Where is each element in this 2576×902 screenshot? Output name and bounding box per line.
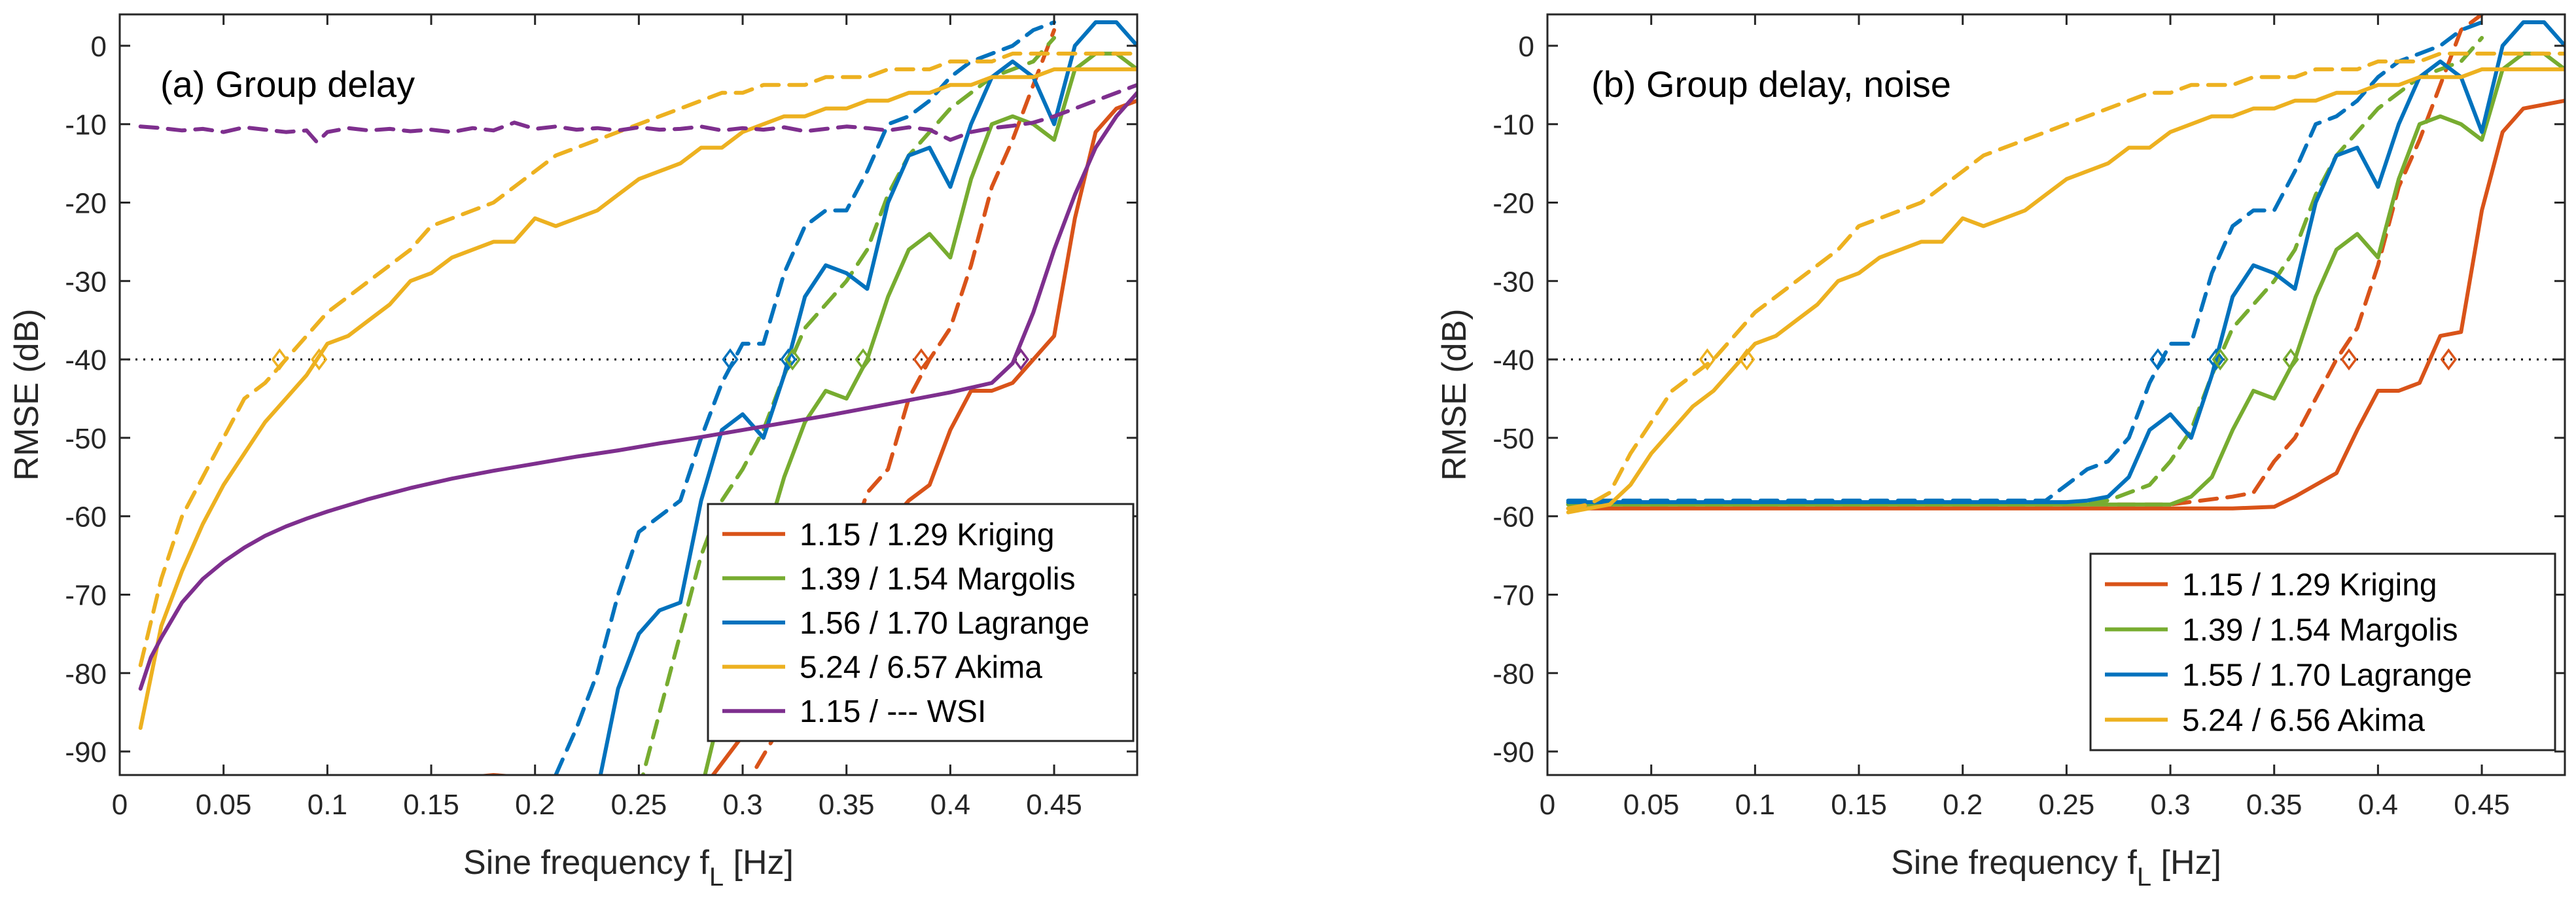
legend: 1.15 / 1.29 Kriging 1.39 / 1.54 Margolis 1… <box>707 503 1135 742</box>
series-line-wsi-solid <box>138 90 1137 691</box>
x-tick-label: 0.25 <box>611 789 667 821</box>
legend-label: 5.24 / 6.57 Akima <box>800 651 1042 685</box>
x-axis-label-unit: [Hz] <box>724 844 794 882</box>
y-tick-label: -40 <box>65 344 107 376</box>
plot-area <box>1566 14 2565 514</box>
panel-b: 0 0.05 0.1 0.15 0.2 0.25 0.3 0.35 0.4 0.45 0 -10 -20… <box>1436 13 2566 892</box>
y-tick-label: -30 <box>1492 266 1534 298</box>
series-line-akima-solid <box>1566 67 2565 514</box>
y-tick-label: -60 <box>65 501 107 533</box>
x-tick-label: 0.3 <box>2150 789 2190 821</box>
x-tick-label: 0.35 <box>819 789 875 821</box>
legend: 1.15 / 1.29 Kriging 1.39 / 1.54 Margolis 1… <box>2089 552 2556 751</box>
x-tick-label: 0.25 <box>2039 789 2095 821</box>
y-tick-label: -80 <box>65 658 107 690</box>
x-tick-label: 0.15 <box>403 789 459 821</box>
x-axis-label-sub: L <box>709 863 724 892</box>
marker-kriging <box>2440 348 2457 371</box>
marker-lagrange <box>722 348 739 371</box>
legend-label: 1.56 / 1.70 Lagrange <box>800 606 1089 641</box>
series-line-akima-solid <box>138 67 1137 731</box>
legend-label: 1.55 / 1.70 Lagrange <box>2182 658 2472 693</box>
y-tick-label: -50 <box>1492 423 1534 455</box>
x-axis-label-unit: [Hz] <box>2151 844 2221 882</box>
y-tick-label: -90 <box>1492 736 1534 768</box>
series-line-lagrange-solid <box>1566 20 2565 505</box>
marker-akima <box>310 348 328 371</box>
axes-box <box>118 13 1138 776</box>
x-tick-label: 0.05 <box>196 789 252 821</box>
x-axis-label-main: Sine frequency f <box>463 844 709 882</box>
marker-kriging <box>2340 348 2357 371</box>
y-axis-label: RMSE (dB) <box>8 309 46 481</box>
y-tick-label: 0 <box>1519 31 1534 63</box>
legend-label: 1.39 / 1.54 Margolis <box>800 562 1076 596</box>
panel-title: (a) Group delay <box>160 63 415 105</box>
panel-title: (b) Group delay, noise <box>1591 63 1951 105</box>
y-tick-label: -70 <box>65 579 107 611</box>
x-tick-label: 0.2 <box>1943 789 1983 821</box>
x-tick-label: 0.45 <box>1026 789 1082 821</box>
panel-a: 0 0.05 0.1 0.15 0.2 0.25 0.3 0.35 0.4 0.45 0 -10 -20… <box>8 13 1138 892</box>
legend-label: 1.15 / 1.29 Kriging <box>2182 568 2437 603</box>
legend-label: 1.15 / --- WSI <box>800 695 986 729</box>
y-tick-label: -10 <box>65 109 107 141</box>
legend-label: 5.24 / 6.56 Akima <box>2182 704 2425 738</box>
axes-box <box>1546 13 2566 776</box>
y-tick-label: 0 <box>91 31 107 63</box>
marker-margolis <box>2212 348 2229 371</box>
x-axis-label-sub: L <box>2137 863 2151 892</box>
marker-lagrange <box>2208 348 2225 371</box>
marker-akima <box>1699 348 1716 371</box>
series-line-lagrange-dashed <box>554 20 1057 775</box>
x-tick-label: 0.15 <box>1831 789 1887 821</box>
series-line-margolis-solid <box>1566 51 2565 507</box>
x-axis-label: Sine frequency fL [Hz] <box>1891 844 2221 892</box>
y-tick-label: -40 <box>1492 344 1534 376</box>
marker-margolis <box>855 348 872 371</box>
y-tick-label: -20 <box>65 188 107 220</box>
x-tick-label: 0.1 <box>1735 789 1775 821</box>
legend-label: 1.39 / 1.54 Margolis <box>2182 613 2458 648</box>
y-tick-label: -30 <box>65 266 107 298</box>
series-line-kriging-solid <box>1566 98 2565 511</box>
series-line-akima-dashed <box>1566 51 2565 511</box>
x-axis-label-main: Sine frequency f <box>1891 844 2137 882</box>
series-line-margolis-dashed <box>1566 35 2484 505</box>
marker-akima <box>271 348 289 371</box>
x-tick-label: 0 <box>112 789 128 821</box>
marker-lagrange <box>2149 348 2166 371</box>
x-tick-label: 0.4 <box>2358 789 2398 821</box>
marker-margolis <box>2282 348 2299 371</box>
marker-lagrange <box>780 348 797 371</box>
y-axis-label: RMSE (dB) <box>1436 309 1473 481</box>
x-tick-label: 0 <box>1540 789 1555 821</box>
series-line-wsi-dashed <box>138 82 1137 145</box>
series-line-akima-dashed <box>138 51 1137 668</box>
y-tick-label: -90 <box>65 736 107 768</box>
y-tick-label: -20 <box>1492 188 1534 220</box>
y-tick-label: -10 <box>1492 109 1534 141</box>
legend-label: 1.15 / 1.29 Kriging <box>800 518 1055 552</box>
x-tick-label: 0.3 <box>722 789 762 821</box>
series-line-lagrange-solid <box>598 20 1137 775</box>
x-tick-label: 0.2 <box>515 789 555 821</box>
x-tick-label: 0.4 <box>930 789 970 821</box>
marker-wsi <box>1012 348 1029 371</box>
x-tick-label: 0.35 <box>2246 789 2303 821</box>
marker-akima <box>1738 348 1756 371</box>
series-line-lagrange-dashed <box>1566 20 2484 503</box>
legend-box <box>2089 552 2556 751</box>
x-tick-label: 0.05 <box>1623 789 1680 821</box>
y-tick-label: -70 <box>1492 579 1534 611</box>
x-axis-label: Sine frequency fL [Hz] <box>463 844 794 892</box>
x-tick-label: 0.45 <box>2454 789 2510 821</box>
y-tick-label: -80 <box>1492 658 1534 690</box>
y-tick-label: -60 <box>1492 501 1534 533</box>
marker-kriging <box>913 348 930 371</box>
x-tick-label: 0.1 <box>308 789 347 821</box>
marker-margolis <box>784 348 801 371</box>
y-tick-label: -50 <box>65 423 107 455</box>
